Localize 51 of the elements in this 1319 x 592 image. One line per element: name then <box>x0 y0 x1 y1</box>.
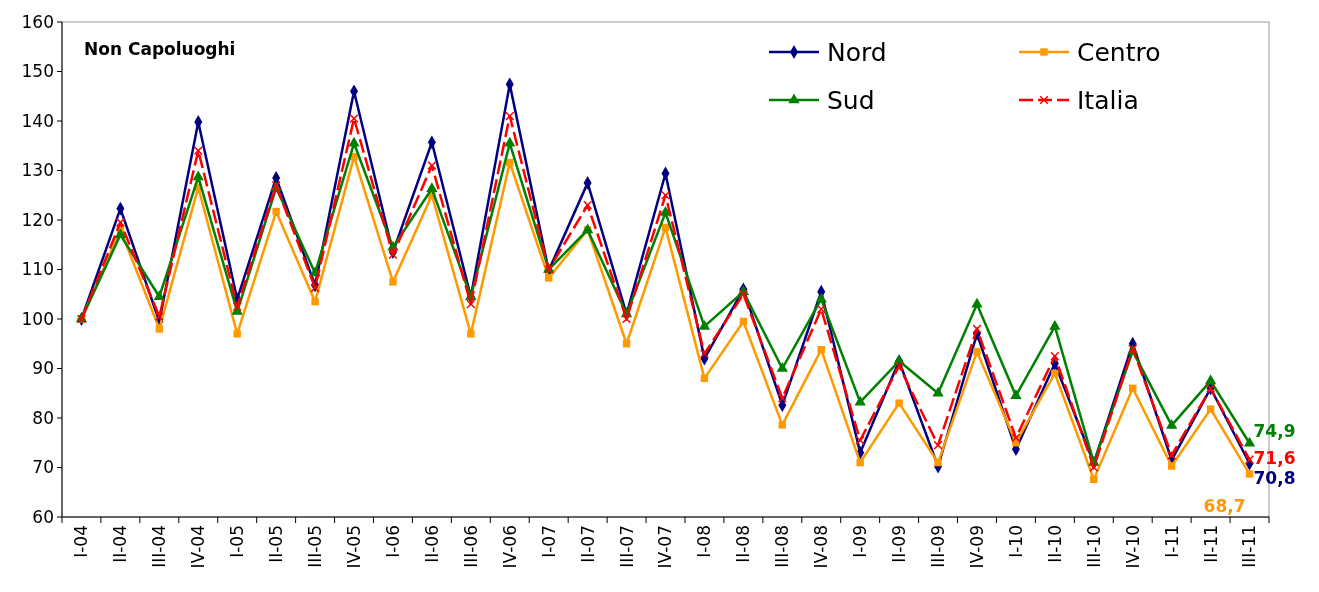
text: Non Capoluoghi <box>84 39 236 59</box>
legend-label: Centro <box>1077 37 1161 67</box>
x-tick-label: IV-10 <box>1122 525 1143 569</box>
x-tick-label: II-07 <box>577 525 598 563</box>
x-tick-label: IV-05 <box>343 525 364 569</box>
x-tick-label: II-08 <box>733 525 754 563</box>
data-label: 71,6 <box>1253 447 1296 468</box>
data-label: 74,9 <box>1253 421 1296 442</box>
x-tick-label: III-04 <box>149 525 170 568</box>
x-tick-label: IV-07 <box>655 525 676 569</box>
y-tick-label: 110 <box>21 259 54 280</box>
x-tick-label: I-08 <box>694 525 715 558</box>
x-tick-label: I-05 <box>227 525 248 558</box>
y-tick-label: 60 <box>32 506 54 527</box>
x-tick-label: III-08 <box>772 525 793 568</box>
x-tick-label: I-10 <box>1005 525 1026 558</box>
x-tick-label: III-11 <box>1239 525 1260 568</box>
x-tick-label: I-11 <box>1161 525 1182 558</box>
data-label: 68,7 <box>1203 495 1246 516</box>
y-tick-label: 150 <box>21 61 54 82</box>
x-tick-label: IV-08 <box>811 525 832 569</box>
x-tick-label: I-09 <box>850 525 871 558</box>
y-tick-label: 160 <box>21 11 54 32</box>
x-tick-label: III-06 <box>460 525 481 568</box>
x-tick-label: III-05 <box>305 525 326 568</box>
x-tick-label: III-07 <box>616 525 637 568</box>
y-tick-label: 70 <box>32 457 54 478</box>
y-tick-label: 140 <box>21 110 54 131</box>
y-tick-label: 90 <box>32 358 54 379</box>
x-tick-label: IV-09 <box>966 525 987 569</box>
x-tick-label: II-10 <box>1044 525 1065 563</box>
legend-label: Sud <box>827 85 875 115</box>
y-tick-label: 130 <box>21 160 54 181</box>
y-tick-label: 120 <box>21 209 54 230</box>
x-tick-label: II-11 <box>1200 525 1221 563</box>
data-label: 70,8 <box>1253 467 1296 488</box>
x-tick-label: IV-06 <box>499 525 520 569</box>
x-tick-label: II-06 <box>421 525 442 563</box>
legend-label: Nord <box>827 37 887 67</box>
x-tick-label: III-10 <box>1083 525 1104 568</box>
y-tick-label: 100 <box>21 308 54 329</box>
x-tick-label: II-05 <box>266 525 287 563</box>
x-tick-label: II-04 <box>110 525 131 563</box>
x-tick-label: III-09 <box>928 525 948 568</box>
x-tick-label: I-07 <box>538 525 559 558</box>
legend-label: Italia <box>1077 85 1139 115</box>
x-tick-label: I-04 <box>71 525 92 558</box>
x-tick-label: II-09 <box>889 525 910 563</box>
y-tick-label: 80 <box>32 407 54 428</box>
x-tick-label: I-06 <box>382 525 403 558</box>
x-tick-label: IV-04 <box>188 525 209 569</box>
